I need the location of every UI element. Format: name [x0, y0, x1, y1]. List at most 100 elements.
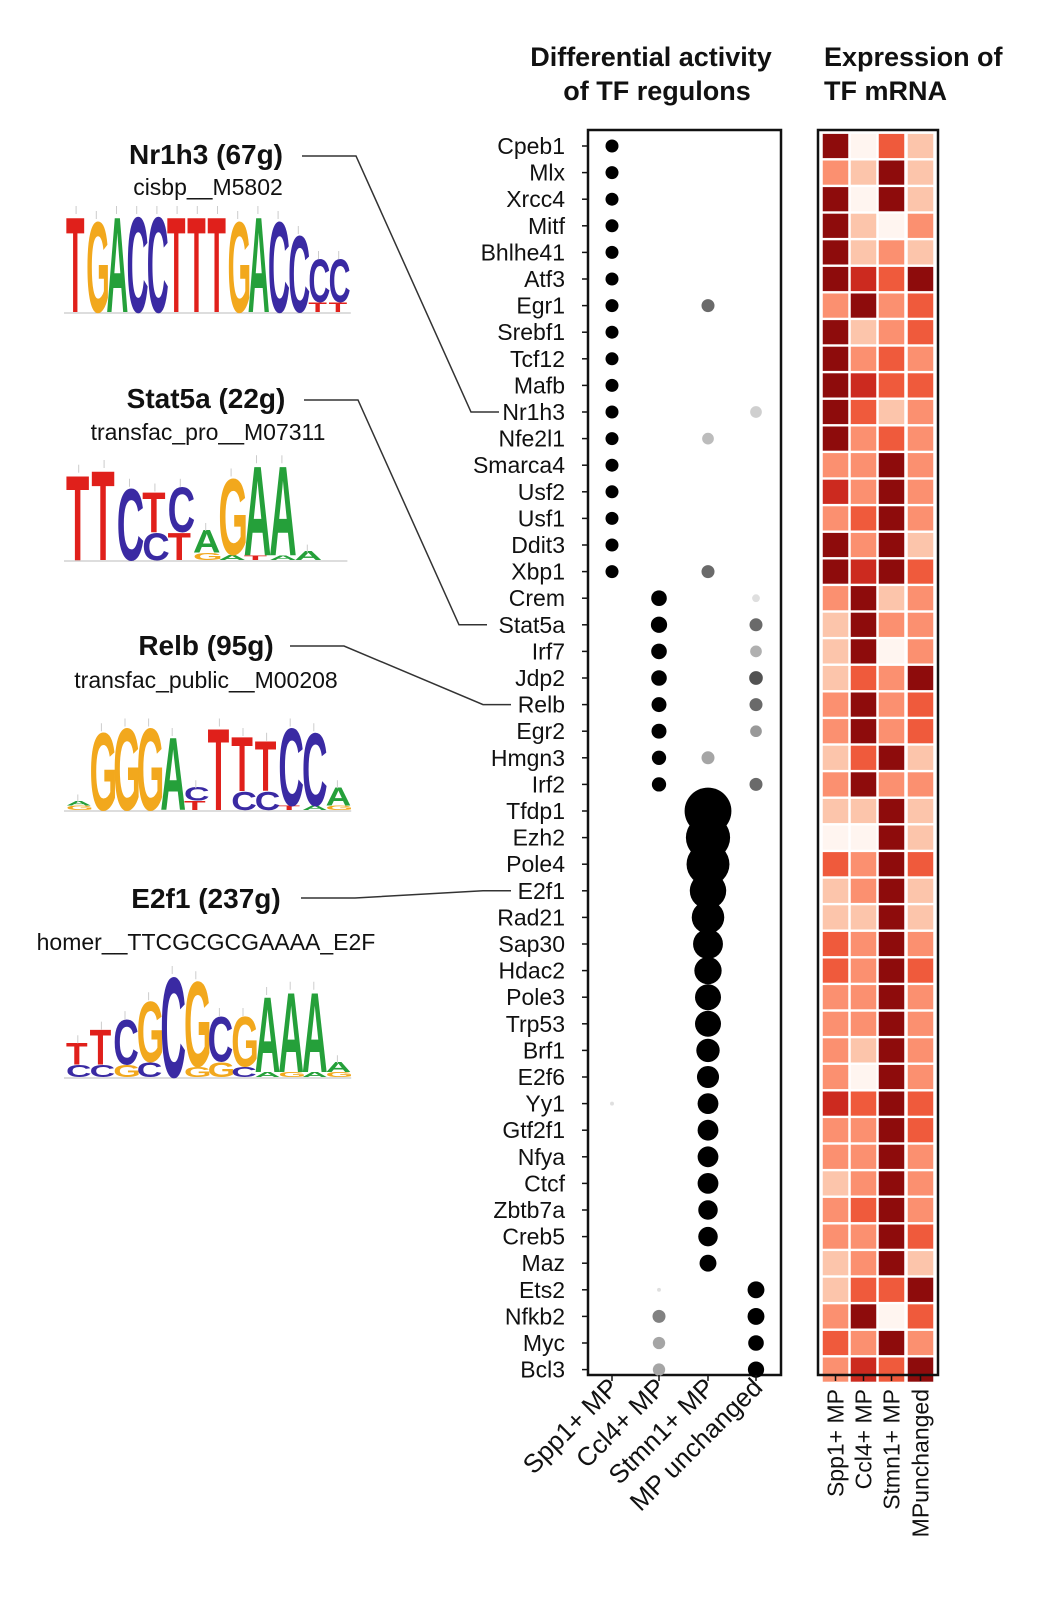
tf-label-hmgn3: Hmgn3 — [491, 745, 565, 771]
logo-letter-nr1h3: C — [288, 214, 310, 335]
heat-cell-ctcf-stmn1-mp — [877, 1169, 906, 1198]
heat-cell-atf3-spp1-mp — [821, 265, 850, 293]
tf-label-srebf1: Srebf1 — [497, 319, 565, 345]
tf-label-mafb: Mafb — [514, 372, 565, 398]
heat-cell-gtf2f1-spp1-mp — [821, 1116, 850, 1144]
tf-label-pole3: Pole3 — [506, 984, 565, 1010]
heat-cell-egr2-spp1-mp — [821, 717, 850, 745]
tf-label-pole4: Pole4 — [506, 851, 565, 877]
heat-cell-crem-spp1-mp — [821, 584, 850, 612]
heat-cell-yy1-stmn1-mp — [877, 1090, 906, 1118]
heat-cell-creb5-mpunchanged — [906, 1223, 935, 1251]
heat-cell-pole4-stmn1-mp — [877, 850, 906, 878]
dot-xbp1-spp1-mp — [605, 565, 619, 579]
dot-crem-ccl4-mp — [651, 590, 667, 606]
dotplot-title-line-1: Differential activity — [530, 42, 772, 72]
tf-label-bhlhe41: Bhlhe41 — [481, 239, 565, 265]
dot-yy1-stmn1-mp — [697, 1093, 719, 1114]
heat-cell-bhlhe41-ccl4-mp — [849, 238, 878, 267]
heat-cell-e2f6-spp1-mp — [821, 1063, 850, 1091]
heat-cell-ddit3-mpunchanged — [906, 531, 935, 559]
heat-cell-xrcc4-stmn1-mp — [877, 185, 906, 213]
logo-letter-e2f1: A — [255, 1071, 281, 1079]
heat-cell-tfdp1-ccl4-mp — [849, 797, 878, 825]
logo-letter-relb: G — [137, 706, 165, 836]
tf-label-nfe2l1: Nfe2l1 — [499, 426, 565, 452]
logo-letter-stat5a: C — [142, 526, 170, 569]
heat-cell-zbtb7a-stmn1-mp — [877, 1196, 906, 1224]
logo-letter-e2f1: A — [278, 968, 304, 1096]
heat-cell-atf3-stmn1-mp — [877, 265, 906, 293]
logo-letter-e2f1: G — [113, 1062, 141, 1081]
dot-nr1h3-spp1-mp — [605, 405, 619, 419]
heat-cell-trp53-ccl4-mp — [849, 1010, 878, 1038]
heat-cell-xbp1-ccl4-mp — [849, 558, 878, 586]
logo-letter-relb: G — [326, 804, 354, 811]
logo-letter-stat5a: T — [91, 445, 114, 589]
heat-cell-mlx-stmn1-mp — [877, 159, 906, 187]
heat-cell-srebf1-stmn1-mp — [877, 318, 906, 346]
heat-cell-usf1-spp1-mp — [821, 504, 850, 532]
heat-cell-egr1-mpunchanged — [906, 292, 935, 320]
heat-cell-ezh2-stmn1-mp — [877, 824, 906, 852]
dot-xbp1-stmn1-mp — [701, 565, 715, 579]
tf-label-atf3: Atf3 — [524, 266, 565, 292]
dot-nr1h3-mp-unchanged — [750, 406, 762, 418]
dot-yy1-spp1-mp — [610, 1101, 614, 1106]
heat-cell-xrcc4-ccl4-mp — [849, 185, 878, 213]
heat-cell-zbtb7a-mpunchanged — [906, 1196, 935, 1224]
dot-gtf2f1-stmn1-mp — [697, 1119, 719, 1141]
tf-label-ddit3: Ddit3 — [511, 532, 565, 558]
heat-cell-mitf-mpunchanged — [906, 212, 935, 240]
heatmap-title-line-2: TF mRNA — [824, 76, 947, 106]
tf-label-bcl3: Bcl3 — [520, 1357, 565, 1383]
heat-cell-creb5-stmn1-mp — [877, 1223, 906, 1251]
heat-cell-myc-mpunchanged — [906, 1329, 935, 1357]
dot-xrcc4-spp1-mp — [605, 192, 619, 206]
tf-label-zbtb7a: Zbtb7a — [493, 1197, 565, 1223]
heat-cell-hmgn3-ccl4-mp — [849, 744, 878, 772]
heat-cell-egr2-mpunchanged — [906, 717, 935, 745]
tf-label-creb5: Creb5 — [502, 1224, 565, 1250]
heat-cell-atf3-ccl4-mp — [849, 265, 878, 293]
tf-label-egr2: Egr2 — [516, 718, 565, 744]
logo-letter-relb: T — [208, 706, 230, 836]
logo-letter-e2f1: G — [208, 1059, 236, 1082]
dot-bcl3-ccl4-mp — [652, 1363, 666, 1376]
heat-cell-zbtb7a-spp1-mp — [821, 1196, 850, 1224]
dotplot-panel: Differential activity of TF regulons Cpeb1… — [473, 42, 783, 1517]
dot-srebf1-spp1-mp — [605, 325, 619, 339]
heat-cell-ets2-stmn1-mp — [877, 1276, 906, 1304]
heat-cell-mafb-mpunchanged — [906, 371, 935, 399]
dot-creb5-stmn1-mp — [698, 1226, 718, 1247]
logo-letter-e2f1: C — [137, 1059, 163, 1082]
motif-id-nr1h3: cisbp__M5802 — [133, 174, 283, 200]
heat-cell-irf7-stmn1-mp — [877, 637, 906, 665]
heat-cell-hmgn3-spp1-mp — [821, 744, 850, 772]
logo-letter-relb: A — [66, 800, 92, 807]
dot-zbtb7a-stmn1-mp — [698, 1200, 718, 1220]
motif-title-nr1h3: Nr1h3 (67g) — [129, 139, 283, 170]
heat-cell-nfe2l1-spp1-mp — [821, 425, 850, 453]
tf-label-xbp1: Xbp1 — [511, 559, 565, 585]
heat-cell-srebf1-spp1-mp — [821, 318, 850, 346]
heat-cell-mafb-ccl4-mp — [849, 371, 878, 399]
logo-letter-relb: G — [66, 804, 94, 811]
heat-cell-egr1-ccl4-mp — [849, 292, 878, 320]
heat-cell-relb-ccl4-mp — [849, 691, 878, 719]
logo-letter-e2f1: G — [231, 1002, 259, 1082]
heat-cell-mlx-ccl4-mp — [849, 159, 878, 187]
heat-cell-usf1-mpunchanged — [906, 504, 935, 532]
dot-e2f6-stmn1-mp — [696, 1065, 720, 1089]
dot-egr2-mp-unchanged — [750, 725, 762, 738]
dot-trp53-stmn1-mp — [695, 1010, 721, 1037]
heat-cell-xrcc4-spp1-mp — [821, 185, 850, 213]
dot-ets2-ccl4-mp — [657, 1287, 661, 1292]
tf-label-hdac2: Hdac2 — [499, 958, 565, 984]
heat-cell-gtf2f1-mpunchanged — [906, 1116, 935, 1144]
dot-ddit3-spp1-mp — [605, 538, 619, 552]
heat-cell-mafb-spp1-mp — [821, 371, 850, 399]
heat-cell-nfe2l1-mpunchanged — [906, 425, 935, 453]
connector-stat5a — [304, 399, 487, 626]
connector-e2f1 — [301, 890, 511, 899]
